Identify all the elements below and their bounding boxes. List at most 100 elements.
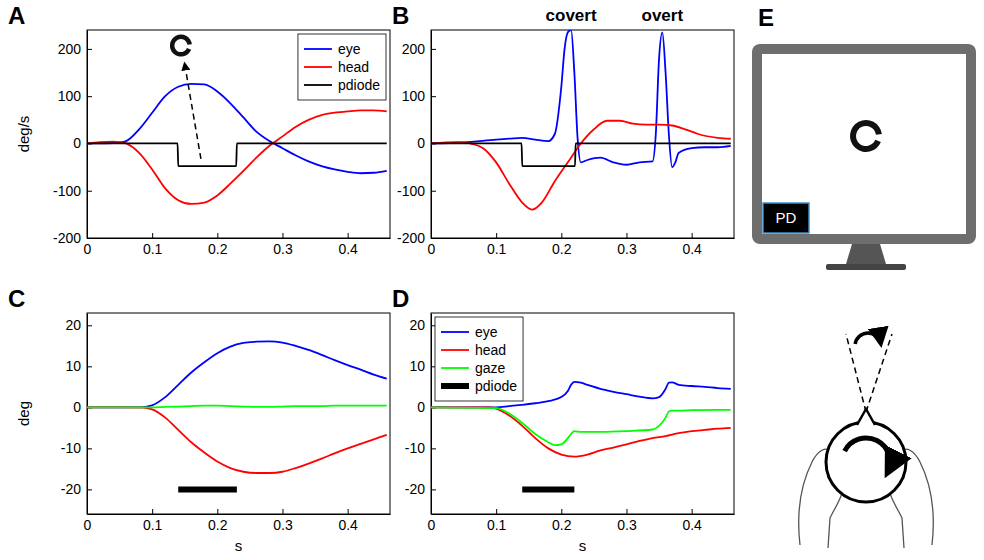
y-tick-label: -20 [61,481,81,497]
x-tick: 0.2 [208,233,228,257]
y-tick-label: 10 [65,358,81,374]
legend-label: eye [475,324,498,340]
x-axis: 00.10.20.30.4 [84,509,391,533]
x-axis: 0 0.1 0.2 0.3 0.4 [84,233,391,257]
legend-label: pdiode [338,77,380,93]
x-tick: 0.2 [552,233,572,257]
legend-label: eye [338,41,361,57]
x-tick-label: 0 [84,517,92,533]
series-line [87,143,387,166]
y-axis-line [431,31,432,239]
y-tick-label: -100 [397,183,425,199]
x-tick-mark [282,233,283,238]
plot-area [87,84,387,204]
x-tick-label: 0.1 [487,241,507,257]
x-tick-mark [626,233,627,238]
landolt-ring [170,35,192,57]
legend-box [298,34,386,100]
x-tick-label: 0 [84,241,92,257]
x-tick: 0.2 [208,509,228,533]
figure-svg: 00.10.20.30.4-200-1000100200deg/seyehead… [0,0,984,560]
x-tick-label: 0.1 [487,517,507,533]
x-axis-line [88,514,391,515]
y-axis-title: deg/s [15,116,32,153]
panel: 00.10.20.30.4-20-1001020seyeheadgazepdio… [405,313,735,554]
series-line [87,407,387,473]
legend: eyeheadgazepdiode [435,317,523,401]
x-tick: 0.1 [487,233,507,257]
y-axis: -200-1000100200 [53,31,92,246]
x-tick-label: 0.4 [682,241,702,257]
x-tick-label: 0.2 [552,241,572,257]
panel: 00.10.20.30.4-200-1000100200covertovert [397,6,735,257]
y-tick-label: -10 [61,440,81,456]
y-tick-label: 200 [58,41,82,57]
y-tick-mark [431,489,436,490]
y-axis: -20-1001020 [61,314,92,515]
plot-area [87,341,387,489]
y-tick: 20 [65,317,92,333]
y-tick-mark [431,238,436,239]
panel-label: D [392,285,409,312]
x-tick-mark [152,233,153,238]
y-axis-line [87,31,88,239]
y-tick-mark [87,238,92,239]
x-tick-mark [282,509,283,514]
plot-frame [87,30,390,238]
x-tick-label: 0.4 [338,241,358,257]
y-tick-mark [431,448,436,449]
y-tick-label: -200 [397,230,425,246]
x-tick: 0.4 [338,509,358,533]
legend-swatch [441,367,469,369]
x-tick: 0.4 [338,233,358,257]
panel: 00.10.20.30.4-20-1001020degs [15,313,391,554]
x-axis-line [432,514,735,515]
x-tick: 0.1 [143,233,163,257]
y-axis: -20-1001020 [405,314,436,515]
legend-label: head [475,342,506,358]
series-line [87,406,387,408]
panel-label: E [758,4,774,31]
y-tick: -20 [61,481,92,497]
y-tick-mark [87,49,92,50]
y-tick-mark [87,325,92,326]
y-tick: 20 [409,317,436,333]
x-tick-label: 0.4 [338,517,358,533]
y-tick: -100 [397,183,436,199]
x-axis-title: s [235,537,243,554]
x-tick-label: 0.4 [682,517,702,533]
x-tick-label: 0.3 [617,241,637,257]
series-line [178,486,237,492]
x-tick: 0.1 [487,509,507,533]
y-tick: 200 [402,41,436,57]
x-tick: 0.3 [617,509,637,533]
setup-diagram: EPD [752,4,976,548]
y-tick-label: 10 [409,358,425,374]
x-tick-label: 0.2 [208,517,228,533]
x-tick-mark [626,509,627,514]
series-line [87,110,387,204]
head [826,422,906,502]
y-tick-mark [87,489,92,490]
x-tick: 0.3 [617,233,637,257]
y-tick: 200 [58,41,92,57]
plot-frame [87,313,390,514]
y-tick-label: 100 [58,88,82,104]
x-tick-label: 0.3 [273,241,293,257]
y-tick-label: 0 [73,135,81,151]
y-tick-mark [87,96,92,97]
x-tick-mark [692,509,693,514]
series-line [431,407,731,445]
y-tick-label: 200 [402,41,426,57]
series-line [431,30,731,167]
legend-label: head [338,59,369,75]
rotation-arrow [845,438,890,473]
x-axis: 00.10.20.30.4 [428,233,735,257]
legend-swatch [304,84,332,86]
legend: eye head pdiode [298,34,386,100]
x-tick-label: 0.3 [273,517,293,533]
plot-frame [431,30,734,238]
series-line [431,407,731,456]
series-line [522,486,574,492]
x-tick: 0.3 [273,233,293,257]
